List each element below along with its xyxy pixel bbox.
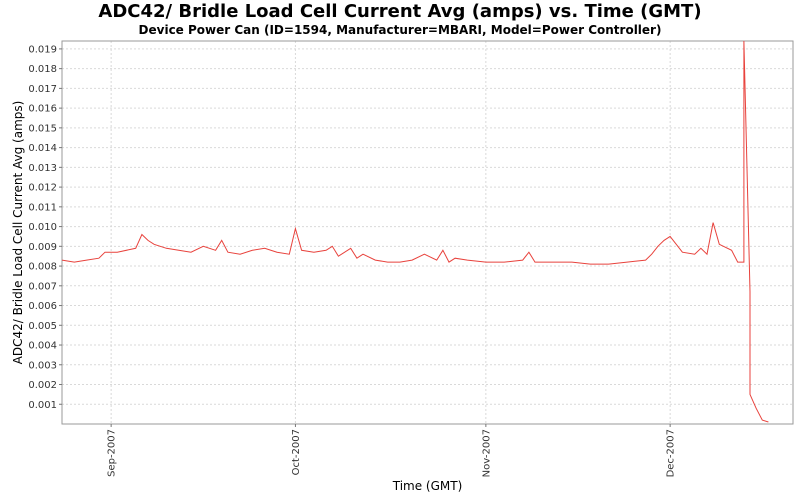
y-tick-label: 0.005 (28, 321, 57, 332)
series-layer (62, 41, 769, 423)
y-tick-label: 0.003 (28, 360, 57, 371)
x-tick-label: Dec-2007 (666, 429, 677, 477)
y-tick-label: 0.012 (28, 183, 57, 194)
y-axis-label: ADC42/ Bridle Load Cell Current Avg (amp… (11, 101, 25, 365)
y-tick-label: 0.001 (28, 400, 57, 411)
x-tick-label: Oct-2007 (291, 429, 302, 475)
y-tick-label: 0.007 (28, 281, 57, 292)
series-line (62, 41, 769, 423)
x-axis-ticks: Sep-2007 Oct-2007 Nov-2007 Dec-2007 (107, 424, 677, 477)
chart-subtitle: Device Power Can (ID=1594, Manufacturer=… (138, 23, 662, 37)
y-tick-label: 0.010 (28, 222, 57, 233)
y-tick-label: 0.011 (28, 202, 57, 213)
plot-area-frame (61, 40, 794, 425)
x-tick-label: Sep-2007 (107, 429, 118, 477)
chart-title: ADC42/ Bridle Load Cell Current Avg (amp… (98, 1, 702, 22)
y-tick-label: 0.002 (28, 380, 57, 391)
y-tick-label: 0.004 (28, 341, 57, 352)
gridlines (62, 41, 793, 424)
y-tick-label: 0.006 (28, 301, 57, 312)
x-tick-label: Nov-2007 (481, 429, 492, 477)
y-tick-label: 0.014 (28, 143, 57, 154)
y-tick-label: 0.013 (28, 163, 57, 174)
y-tick-label: 0.009 (28, 242, 57, 253)
x-axis-label: Time (GMT) (392, 479, 463, 493)
y-tick-label: 0.016 (28, 104, 57, 115)
y-tick-label: 0.008 (28, 262, 57, 273)
y-tick-label: 0.018 (28, 64, 57, 75)
y-tick-label: 0.019 (28, 44, 57, 55)
y-tick-label: 0.015 (28, 123, 57, 134)
y-axis-ticks: 0.001 0.002 0.003 0.004 0.005 0.006 0.007 0.008… (28, 44, 62, 411)
y-tick-label: 0.017 (28, 84, 57, 95)
